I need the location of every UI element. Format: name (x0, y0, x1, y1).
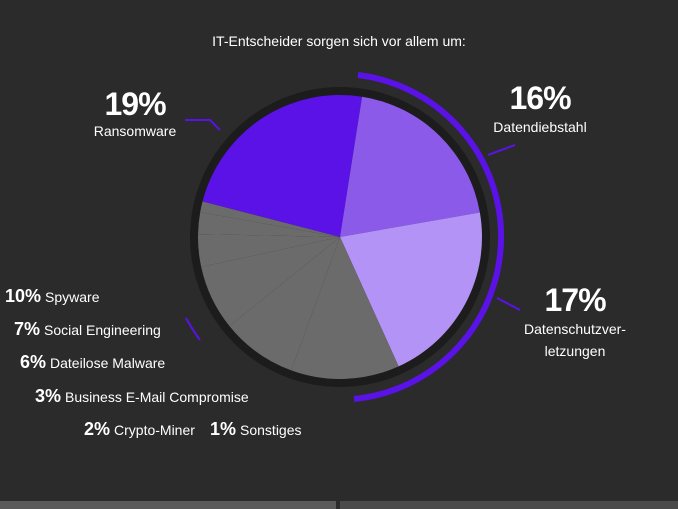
pie-slice (291, 237, 399, 379)
highlight-ring (353, 72, 505, 402)
leader-line (185, 119, 221, 131)
legend-item: 2% Crypto-Miner (84, 419, 195, 440)
category-label: Datendiebstahl (493, 119, 587, 135)
pie-slice (340, 212, 483, 367)
pie (198, 94, 483, 379)
category-label: Business E-Mail Compromise (65, 389, 249, 405)
category-label: Crypto-Miner (114, 422, 195, 438)
percent-label: 10% (5, 286, 42, 306)
legend-item: 10% Spyware (5, 286, 100, 307)
category-label: Datenschutzver- letzungen (524, 321, 626, 359)
pie-slice (201, 237, 340, 327)
legend-item: 1% Sonstiges (210, 419, 302, 440)
category-label: Ransomware (93, 123, 177, 139)
chart-title: IT-Entscheider sorgen sich vor allem um: (212, 33, 466, 49)
legend-item: 7% Social Engineering (14, 319, 161, 340)
pie-slice (202, 94, 363, 237)
percent-label: 19% (104, 86, 166, 122)
percent-label: 17% (544, 282, 606, 318)
pie-slice (200, 201, 340, 237)
leader-line (496, 297, 521, 311)
category-label: Dateilose Malware (50, 355, 166, 371)
category-label: Sonstiges (240, 422, 302, 438)
category-label: Social Engineering (44, 322, 161, 338)
footer-bar (0, 501, 336, 509)
percent-label: 16% (509, 80, 571, 116)
footer-bar (340, 501, 678, 509)
pie-slice (198, 234, 340, 267)
percent-label: 3% (35, 386, 62, 406)
percent-label: 1% (210, 419, 237, 439)
pie-slice (340, 96, 480, 238)
pie-slice (198, 212, 340, 237)
pie-slice (229, 237, 340, 371)
percent-label: 6% (20, 352, 47, 372)
percent-label: 7% (14, 319, 41, 339)
percent-label: 2% (84, 419, 111, 439)
accent-arc (185, 317, 201, 341)
legend-item: 3% Business E-Mail Compromise (35, 386, 249, 407)
category-label: Spyware (45, 289, 100, 305)
legend-item: 6% Dateilose Malware (20, 352, 165, 373)
leader-line (487, 144, 516, 156)
